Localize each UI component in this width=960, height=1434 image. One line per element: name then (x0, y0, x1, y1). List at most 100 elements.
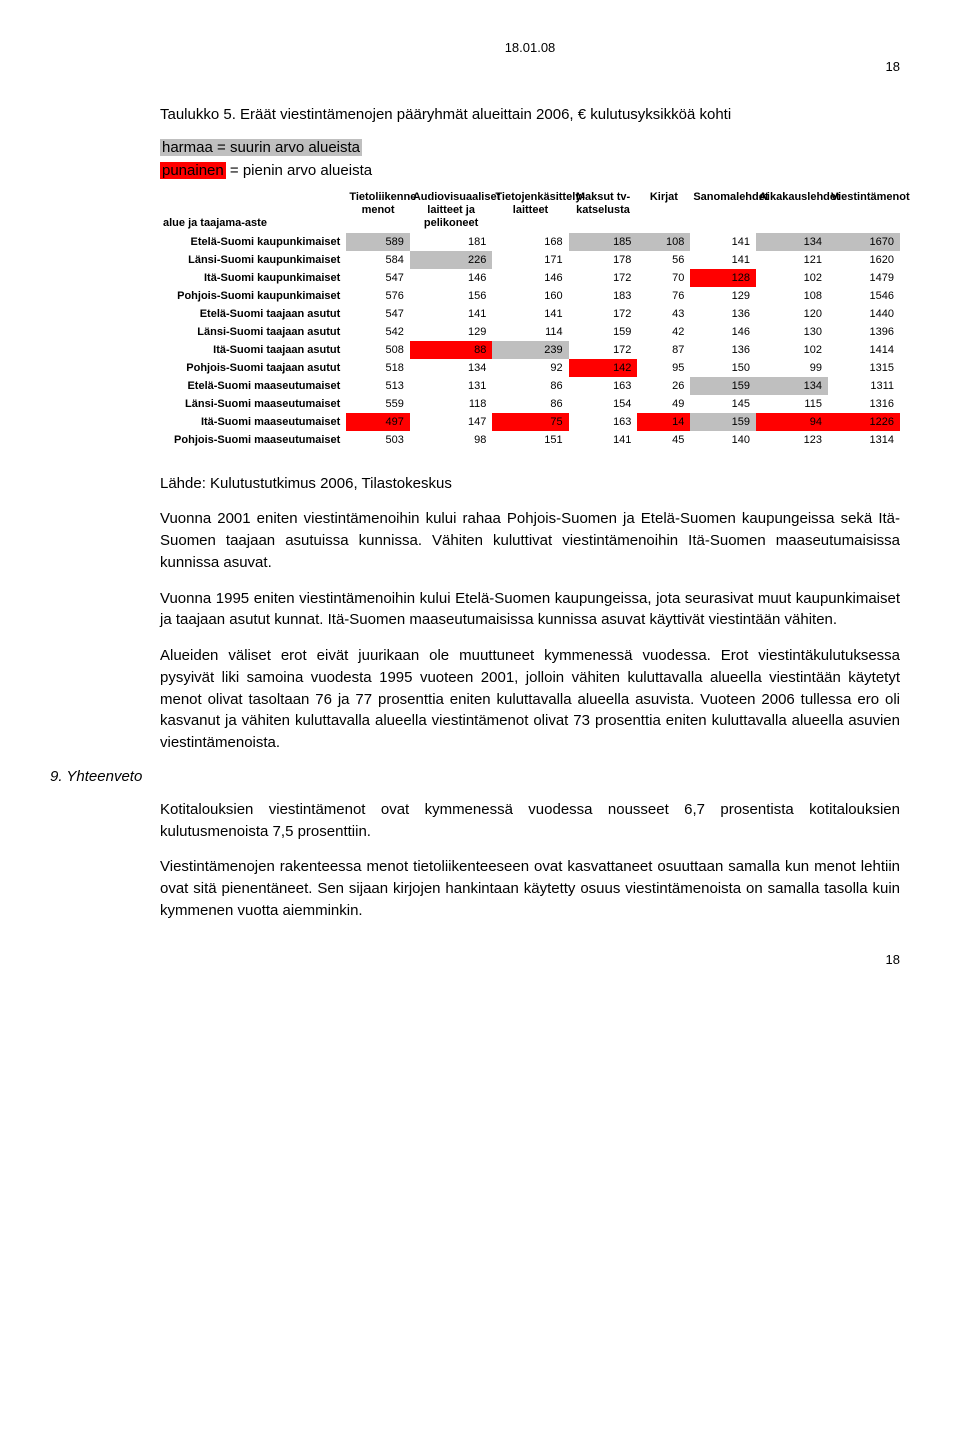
table-cell: 45 (637, 431, 690, 449)
table-cell: 1226 (828, 413, 900, 431)
table-row: Itä-Suomi taajaan asutut5088823917287136… (160, 341, 900, 359)
row-label: Pohjois-Suomi maaseutumaiset (160, 431, 346, 449)
table-cell: 1479 (828, 269, 900, 287)
table-cell: 131 (410, 377, 493, 395)
table-cell: 1440 (828, 305, 900, 323)
page-root: 18.01.08 18 Taulukko 5. Eräät viestintäm… (0, 0, 960, 1007)
table-cell: 163 (569, 377, 638, 395)
legend-red-prefix: punainen (160, 162, 226, 179)
col-header: Kirjat (637, 189, 690, 233)
col-header: Tietoliikenne menot (346, 189, 410, 233)
table-cell: 102 (756, 341, 828, 359)
table-row: Pohjois-Suomi kaupunkimaiset576156160183… (160, 287, 900, 305)
table-cell: 150 (690, 359, 756, 377)
table-cell: 43 (637, 305, 690, 323)
table-cell: 1414 (828, 341, 900, 359)
table-cell: 86 (492, 395, 568, 413)
legend-red-rest: = pienin arvo alueista (226, 162, 372, 179)
table-cell: 146 (492, 269, 568, 287)
body-text-block-2: Kotitalouksien viestintämenot ovat kymme… (160, 799, 900, 922)
table-cell: 171 (492, 251, 568, 269)
table-cell: 145 (690, 395, 756, 413)
table-cell: 1314 (828, 431, 900, 449)
table-cell: 87 (637, 341, 690, 359)
table-cell: 589 (346, 233, 410, 251)
table-cell: 49 (637, 395, 690, 413)
table-cell: 508 (346, 341, 410, 359)
body-paragraph: Vuonna 1995 eniten viestintämenoihin kul… (160, 588, 900, 632)
legend-red: punainen = pienin arvo alueista (160, 162, 900, 179)
table-cell: 140 (690, 431, 756, 449)
table-cell: 172 (569, 341, 638, 359)
table-cell: 172 (569, 269, 638, 287)
table-cell: 129 (690, 287, 756, 305)
table-cell: 168 (492, 233, 568, 251)
table-cell: 147 (410, 413, 493, 431)
body-paragraph: Alueiden väliset erot eivät juurikaan ol… (160, 645, 900, 754)
table-cell: 56 (637, 251, 690, 269)
table-cell: 1315 (828, 359, 900, 377)
table-cell: 513 (346, 377, 410, 395)
table-cell: 156 (410, 287, 493, 305)
table-cell: 26 (637, 377, 690, 395)
table-cell: 42 (637, 323, 690, 341)
legend-grey: harmaa = suurin arvo alueista (160, 139, 900, 156)
table-cell: 141 (410, 305, 493, 323)
table-cell: 151 (492, 431, 568, 449)
row-label: Länsi-Suomi maaseutumaiset (160, 395, 346, 413)
table-cell: 576 (346, 287, 410, 305)
table-cell: 129 (410, 323, 493, 341)
table-cell: 497 (346, 413, 410, 431)
table-cell: 547 (346, 305, 410, 323)
table-row: Etelä-Suomi maaseutumaiset5131318616326 1… (160, 377, 900, 395)
table-row: Etelä-Suomi taajaan asutut54714114117243… (160, 305, 900, 323)
header-page-number: 18 (160, 59, 900, 74)
col-header: Viestintämenot (828, 189, 900, 233)
table-cell: 123 (756, 431, 828, 449)
table-row: Länsi-Suomi maaseutumaiset55911886154491… (160, 395, 900, 413)
table-cell: 114 (492, 323, 568, 341)
table-cell: 185 (569, 233, 638, 251)
row-label: Länsi-Suomi taajaan asutut (160, 323, 346, 341)
body-text-block-1: Lähde: Kulutustutkimus 2006, Tilastokesk… (160, 473, 900, 754)
table-cell: 542 (346, 323, 410, 341)
data-table: alue ja taajama-aste Tietoliikenne menot… (160, 189, 900, 449)
table-cell: 88 (410, 341, 493, 359)
col-header: Sanomalehdet (690, 189, 756, 233)
table-cell: 102 (756, 269, 828, 287)
table-cell: 134 (410, 359, 493, 377)
body-paragraph: Vuonna 2001 eniten viestintämenoihin kul… (160, 508, 900, 573)
table-cell: 181 (410, 233, 493, 251)
body-paragraph: Kotitalouksien viestintämenot ovat kymme… (160, 799, 900, 843)
table-cell: 142 (569, 359, 638, 377)
row-label: Itä-Suomi taajaan asutut (160, 341, 346, 359)
table-corner-label: alue ja taajama-aste (160, 189, 346, 233)
table-cell: 1620 (828, 251, 900, 269)
table-cell: 70 (637, 269, 690, 287)
row-label: Etelä-Suomi kaupunkimaiset (160, 233, 346, 251)
col-header: Aikakauslehdet (756, 189, 828, 233)
table-cell: 14 (637, 413, 690, 431)
body-paragraph: Viestintämenojen rakenteessa menot tieto… (160, 856, 900, 921)
table-cell: 141 (690, 233, 756, 251)
table-cell: 146 (690, 323, 756, 341)
table-row: Länsi-Suomi kaupunkimaiset58422617117856… (160, 251, 900, 269)
legend-grey-text: harmaa = suurin arvo alueista (160, 139, 362, 156)
table-row: Itä-Suomi kaupunkimaiset5471461461727012… (160, 269, 900, 287)
table-cell: 559 (346, 395, 410, 413)
table-cell: 584 (346, 251, 410, 269)
table-cell: 118 (410, 395, 493, 413)
table-row: Itä-Suomi maaseutumaiset4971477516314159… (160, 413, 900, 431)
table-cell: 86 (492, 377, 568, 395)
table-cell: 159 (690, 413, 756, 431)
row-label: Etelä-Suomi maaseutumaiset (160, 377, 346, 395)
table-cell: 95 (637, 359, 690, 377)
table-cell: 134 (756, 377, 828, 395)
table-cell: 547 (346, 269, 410, 287)
table-cell: 128 (690, 269, 756, 287)
table-cell: 163 (569, 413, 638, 431)
row-label: Itä-Suomi maaseutumaiset (160, 413, 346, 431)
table-cell: 1311 (828, 377, 900, 395)
table-cell: 159 (569, 323, 638, 341)
table-cell: 75 (492, 413, 568, 431)
